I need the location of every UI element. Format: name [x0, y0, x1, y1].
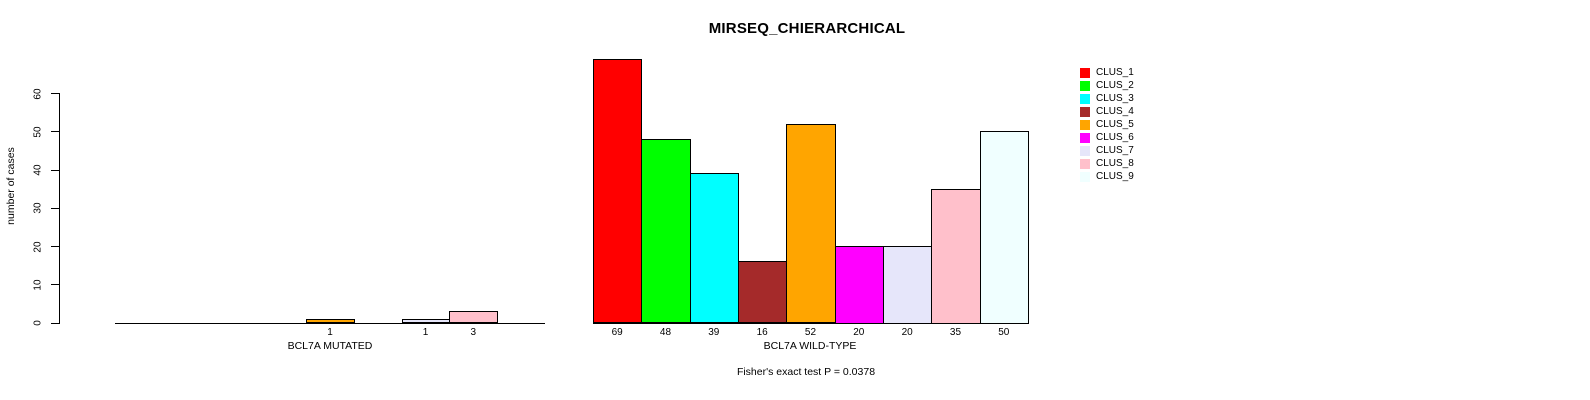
y-axis-tick [50, 207, 59, 209]
bar-value-label: 20 [853, 327, 865, 338]
x-axis-label-wild-type: BCL7A WILD-TYPE [763, 340, 857, 352]
legend-item-clus_6: CLUS_6 [1080, 131, 1134, 144]
legend-swatch [1080, 132, 1090, 143]
x-axis-label-mutated: BCL7A MUTATED [287, 340, 373, 352]
y-axis-tick-label: 30 [32, 202, 44, 214]
legend-swatch [1080, 67, 1090, 78]
bar-clus_5 [786, 123, 836, 324]
legend-label: CLUS_3 [1096, 93, 1134, 104]
bar-clus_2 [641, 138, 691, 324]
legend-item-clus_9: CLUS_9 [1080, 170, 1134, 183]
legend-label: CLUS_6 [1096, 132, 1134, 143]
bar-value-label: 35 [949, 327, 962, 338]
bar-clus_6 [834, 246, 884, 324]
legend-label: CLUS_2 [1096, 80, 1134, 91]
legend-label: CLUS_4 [1096, 106, 1134, 117]
y-axis-tick-label: 20 [32, 240, 44, 253]
footnote-fishers-test: Fisher's exact test P = 0.0378 [736, 366, 876, 378]
bar-clus_3 [689, 173, 739, 324]
y-axis-tick [50, 131, 59, 133]
legend-label: CLUS_1 [1096, 67, 1134, 78]
legend-label: CLUS_5 [1096, 119, 1134, 130]
legend-item-clus_2: CLUS_2 [1080, 79, 1134, 92]
legend-item-clus_5: CLUS_5 [1080, 118, 1134, 131]
bar-value-label: 48 [659, 327, 672, 338]
y-axis-tick [50, 169, 59, 171]
bar-value-label: 1 [422, 327, 429, 338]
legend-swatch [1080, 119, 1090, 130]
y-axis-label: number of cases [5, 147, 17, 225]
y-axis-tick [50, 322, 59, 324]
y-axis-line [58, 93, 60, 324]
bar-clus_4 [738, 261, 788, 324]
legend-label: CLUS_8 [1096, 158, 1134, 169]
bar-value-label: 20 [901, 327, 913, 338]
legend-item-clus_4: CLUS_4 [1080, 105, 1134, 118]
legend-item-clus_8: CLUS_8 [1080, 157, 1134, 170]
bar-clus_8 [931, 188, 981, 324]
bar-clus_7 [401, 318, 451, 324]
legend-label: CLUS_9 [1096, 171, 1134, 182]
bar-value-label: 39 [708, 327, 720, 338]
bar-clus_8 [449, 311, 499, 324]
y-axis-tick-label: 60 [32, 87, 44, 100]
bar-value-label: 16 [756, 327, 768, 338]
legend-item-clus_7: CLUS_7 [1080, 144, 1134, 157]
legend-swatch [1080, 145, 1090, 156]
y-axis-tick-label: 40 [32, 164, 44, 176]
y-axis-tick [50, 93, 59, 94]
y-axis-tick-label: 0 [32, 320, 44, 326]
y-axis-tick [50, 284, 59, 286]
bar-clus_7 [883, 246, 933, 324]
bar-clus_5 [306, 318, 355, 324]
bar-value-label: 3 [470, 327, 477, 338]
legend-label: CLUS_7 [1096, 145, 1134, 156]
bar-value-label: 52 [804, 327, 817, 338]
bar-clus_1 [593, 58, 643, 324]
y-axis-tick [50, 246, 59, 247]
legend-swatch [1080, 171, 1090, 182]
legend-swatch [1080, 106, 1090, 117]
bar-value-label: 1 [327, 327, 333, 338]
y-axis-tick-label: 10 [32, 279, 44, 291]
legend-swatch [1080, 93, 1090, 104]
bar-value-label: 69 [611, 327, 623, 338]
bar-value-label: 50 [998, 327, 1010, 338]
y-axis-tick-label: 50 [32, 126, 44, 138]
bar-clus_9 [979, 131, 1029, 324]
chart-title: MIRSEQ_CHIERARCHICAL [708, 20, 906, 37]
legend-swatch [1080, 80, 1090, 91]
legend-item-clus_3: CLUS_3 [1080, 92, 1134, 105]
legend-item-clus_1: CLUS_1 [1080, 66, 1134, 79]
legend-swatch [1080, 158, 1090, 169]
